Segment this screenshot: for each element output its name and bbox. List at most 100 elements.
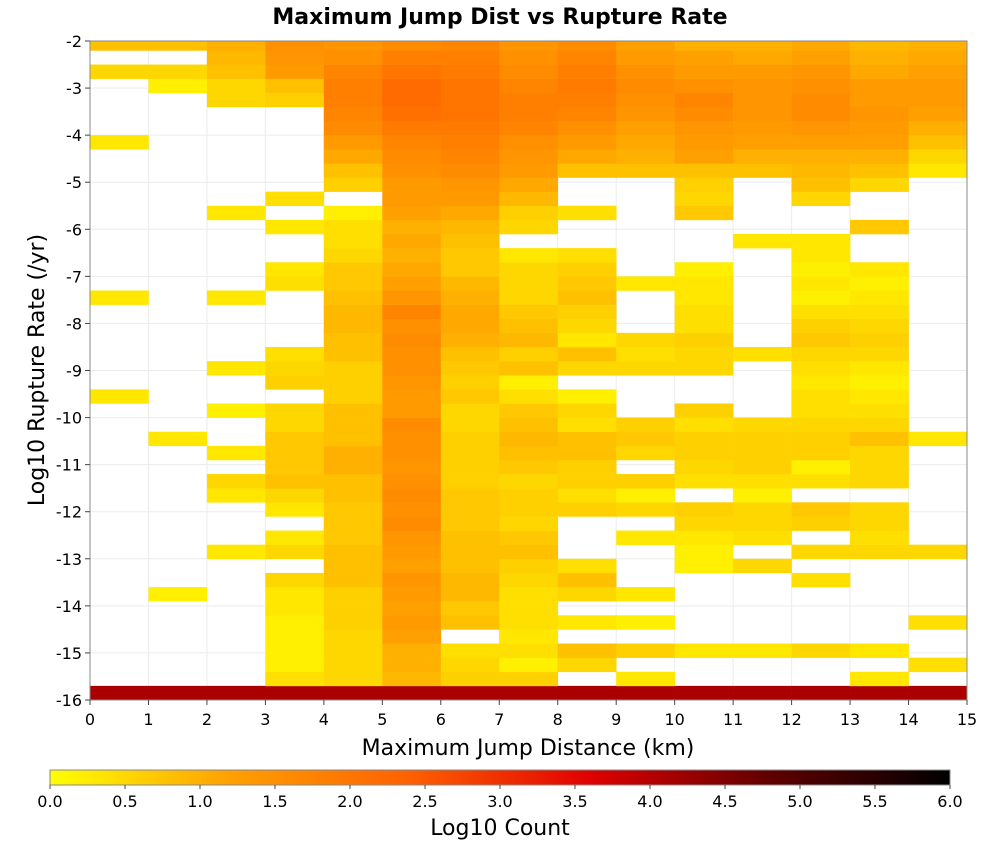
heatmap-cell [440, 276, 500, 291]
heatmap-cell [557, 403, 617, 418]
heatmap-cell [557, 685, 617, 701]
heatmap-cell [265, 544, 325, 560]
heatmap-cell [616, 671, 675, 687]
heatmap-cell [791, 304, 851, 320]
colorbar-tick-label: 0.0 [37, 792, 62, 811]
heatmap-cell [674, 431, 734, 447]
heatmap-cell [323, 106, 383, 122]
y-tick-label: -4 [66, 126, 82, 145]
heatmap-cell [382, 346, 442, 362]
colorbar-tick-label: 4.0 [637, 792, 662, 811]
y-tick-label: -3 [66, 79, 82, 98]
heatmap-cell [499, 615, 559, 630]
heatmap-cell [616, 121, 675, 136]
heatmap-cell [499, 544, 559, 560]
heatmap-cell [791, 459, 851, 475]
y-tick-label: -2 [66, 32, 82, 51]
heatmap-cell [382, 149, 442, 164]
heatmap-cell [323, 149, 383, 164]
y-tick-label: -5 [66, 173, 82, 192]
heatmap-cell [791, 233, 851, 249]
heatmap-cell [323, 64, 383, 79]
heatmap-cell [557, 318, 617, 334]
heatmap-cell [148, 685, 208, 701]
heatmap-cell [323, 318, 383, 334]
heatmap-cell [733, 135, 792, 150]
heatmap-cell [674, 205, 734, 221]
heatmap-cell [557, 41, 617, 51]
heatmap-cell [90, 41, 149, 51]
heatmap-cell [440, 50, 500, 65]
x-tick-label: 6 [436, 710, 446, 729]
heatmap-cell [791, 346, 851, 362]
heatmap-cell [323, 629, 383, 644]
heatmap-cell [616, 50, 675, 65]
heatmap-cell [616, 149, 675, 164]
heatmap-cell [440, 558, 500, 574]
heatmap-cell [90, 685, 149, 701]
heatmap-cell [148, 431, 208, 447]
heatmap-cell [850, 403, 909, 418]
heatmap-cell [440, 502, 500, 517]
heatmap-cell [382, 375, 442, 390]
heatmap-cell [323, 262, 383, 277]
heatmap-cell [908, 92, 968, 108]
heatmap-cell [616, 361, 675, 376]
heatmap-cell [674, 459, 734, 475]
heatmap-cell [674, 417, 734, 432]
heatmap-cell [382, 191, 442, 207]
heatmap-cell [616, 163, 675, 178]
heatmap-cell [499, 177, 559, 192]
x-tick-label: 5 [377, 710, 387, 729]
y-tick-label: -12 [56, 503, 82, 522]
heatmap-cell [323, 474, 383, 489]
heatmap-cell [791, 92, 851, 108]
heatmap-cell [850, 290, 909, 305]
heatmap-cell [265, 64, 325, 79]
colorbar-tick-label: 0.5 [112, 792, 137, 811]
heatmap-cell [733, 106, 792, 122]
colorbar-label: Log10 Count [430, 816, 570, 841]
heatmap-cell [850, 516, 909, 531]
heatmap-cell [908, 544, 968, 560]
heatmap-cell [206, 41, 266, 51]
y-tick-label: -14 [56, 597, 82, 616]
heatmap-cell [557, 205, 617, 221]
chart-title: Maximum Jump Dist vs Rupture Rate [272, 5, 727, 30]
heatmap-cell [674, 643, 734, 658]
heatmap-cell [499, 629, 559, 644]
y-tick-label: -8 [66, 314, 82, 333]
heatmap-cell [440, 346, 500, 362]
colorbar-tick-label: 1.0 [187, 792, 212, 811]
heatmap-cell [440, 248, 500, 263]
heatmap-cell [557, 558, 617, 574]
heatmap-cell [850, 502, 909, 517]
heatmap-cell [616, 41, 675, 51]
heatmap-cell [616, 346, 675, 362]
y-tick-label: -6 [66, 220, 82, 239]
heatmap-cell [382, 403, 442, 418]
heatmap-cell [499, 219, 559, 235]
heatmap-cell [557, 50, 617, 65]
heatmap-cell [850, 389, 909, 404]
heatmap-cell [323, 78, 383, 94]
y-axis-label: Log10 Rupture Rate (/yr) [25, 234, 50, 506]
heatmap-cell [850, 346, 909, 362]
heatmap-cell [616, 685, 675, 701]
colorbar-tick-label: 6.0 [937, 792, 962, 811]
heatmap-cell [148, 587, 208, 602]
heatmap-cell [674, 544, 734, 560]
heatmap-cell [206, 685, 266, 701]
heatmap-cell [323, 643, 383, 658]
heatmap-cell [382, 64, 442, 79]
heatmap-cell [499, 657, 559, 673]
heatmap-cell [499, 163, 559, 178]
heatmap-cell [206, 92, 266, 108]
heatmap-cell [733, 474, 792, 489]
heatmap-cell [908, 431, 968, 447]
heatmap-cell [323, 41, 383, 51]
heatmap-cell [733, 643, 792, 658]
heatmap-cell [265, 41, 325, 51]
heatmap-cell [674, 346, 734, 362]
heatmap-cell [557, 262, 617, 277]
